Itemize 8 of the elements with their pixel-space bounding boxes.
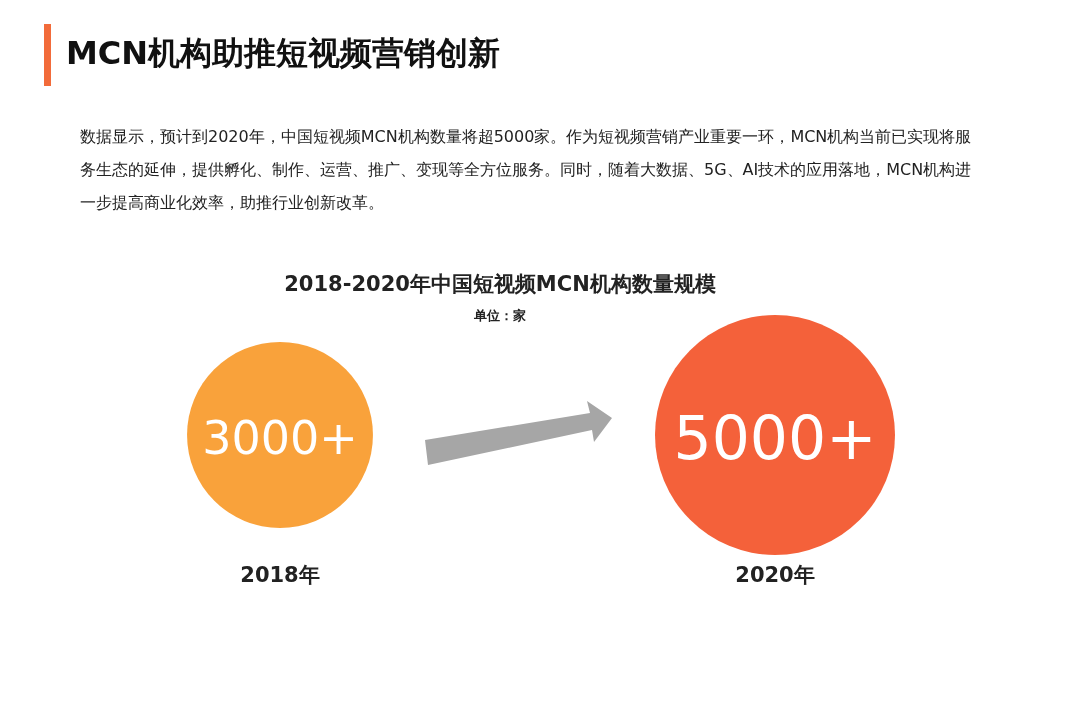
- data-label: 3000+: [202, 410, 358, 465]
- category-label: 2020年: [735, 563, 815, 587]
- text: 2018-2020年中国短视频MCN机构数量规模: [283, 271, 717, 298]
- text: 单位：家: [473, 307, 527, 325]
- category-label: 2018年: [240, 563, 320, 587]
- text: 数据显示，预计到2020年，中国短视频MCN机构数量将超5000家。作为短视频营销产业重要一环，MCN机构当前已实现将服务生态的延伸，提供孵化、制作、运营、推广、变现等全方位服务。同时，随着大数据、5G、AI技术的应用落地，MCN机构进一步提高商业化效率，助推行业创新改革。: [80, 126, 973, 214]
- text: MCN机构助推短视频营销创新: [66, 33, 501, 74]
- data-label: 5000+: [673, 403, 877, 473]
